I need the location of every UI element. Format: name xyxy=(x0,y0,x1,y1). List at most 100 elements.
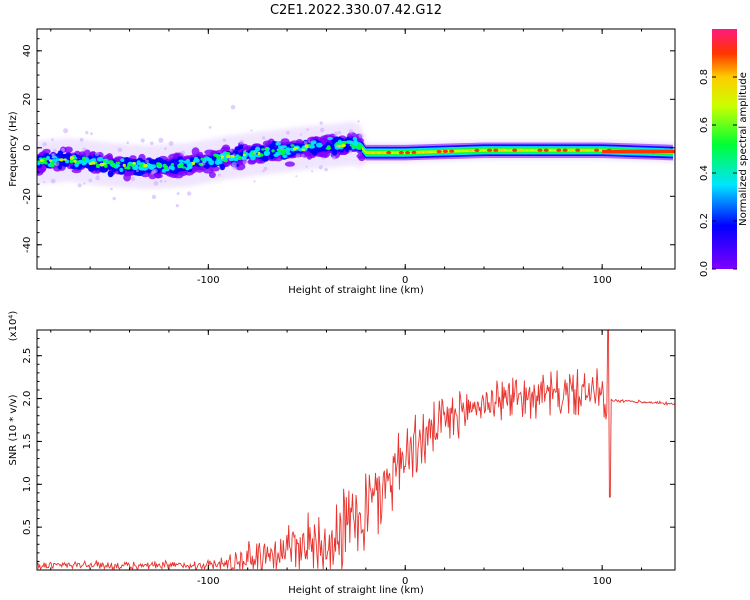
spectrogram-speckle xyxy=(175,204,179,208)
spectrogram-blob xyxy=(170,165,175,171)
spectrogram-speckle xyxy=(130,176,136,182)
spectrogram-y-tick-label: 0 xyxy=(22,145,33,151)
spectrogram-speckle xyxy=(231,161,237,167)
spectrogram-speckle xyxy=(305,165,308,168)
spectrogram-speckle xyxy=(117,147,123,153)
spectrogram-speckle xyxy=(295,153,301,159)
spectrogram-blob xyxy=(88,164,97,169)
spectrogram-speckle xyxy=(53,148,57,153)
spectrogram-speckle xyxy=(229,148,233,152)
spectrogram-blob xyxy=(280,138,290,144)
spectrogram-blob xyxy=(170,163,175,166)
spectrogram-peak xyxy=(493,148,499,152)
spectrogram-blob xyxy=(73,159,77,163)
figure-title: C2E1.2022.330.07.42.G12 xyxy=(270,3,442,18)
spectrogram-blob xyxy=(223,158,228,163)
spectrogram-speckle xyxy=(79,137,84,142)
spectrogram-speckle xyxy=(357,120,360,123)
spectrogram-blob xyxy=(198,162,202,166)
spectrogram-speckle xyxy=(61,148,65,152)
spectrogram-blob xyxy=(126,165,131,170)
spectrogram-speckle xyxy=(150,141,154,146)
spectrogram-blob xyxy=(40,159,45,162)
colorbar-gradient xyxy=(712,29,737,269)
spectrogram-speckle xyxy=(311,170,314,173)
spectrogram-blob xyxy=(247,159,257,165)
spectrogram-blob xyxy=(177,156,183,161)
spectrogram-speckle xyxy=(230,104,236,110)
spectrogram-blob xyxy=(95,163,100,169)
spectrogram-peak xyxy=(398,151,404,155)
spectrogram-blob xyxy=(142,163,148,168)
spectrogram-blob xyxy=(81,156,87,161)
snr-x-axis-label: Height of straight line (km) xyxy=(288,585,424,596)
spectrogram-blob xyxy=(242,153,246,157)
colorbar-tick-label: 0.0 xyxy=(699,261,710,277)
spectrogram-speckle xyxy=(153,180,159,186)
spectrogram-blob xyxy=(83,149,91,157)
spectrogram-blob xyxy=(230,154,235,158)
snr-y-tick-label: 2.0 xyxy=(22,391,33,407)
spectrogram-peak xyxy=(518,148,524,152)
spectrogram-plot: -100 0 100 -40 -20 0 20 40 Height of straight l… xyxy=(8,28,676,296)
spectrogram-blob xyxy=(341,140,348,145)
spectrogram-peak xyxy=(486,148,493,152)
snr-axes: -100 0 100 0.5 1.0 1.5 2.0 2.5 xyxy=(22,330,675,587)
snr-y-tick-label: 1.5 xyxy=(22,433,33,449)
spectrogram-blob xyxy=(69,159,74,164)
spectrogram-blob xyxy=(352,136,358,141)
spectrogram-speckle xyxy=(110,187,113,191)
spectrogram-peak-tail xyxy=(602,149,675,154)
spectrogram-speckle xyxy=(358,133,364,139)
spectrogram-speckle xyxy=(187,191,192,196)
spectrogram-blob xyxy=(103,164,108,168)
snr-marks xyxy=(37,330,675,570)
spectrogram-blob xyxy=(208,159,215,166)
snr-y-tick-label: 1.0 xyxy=(22,476,33,492)
spectrogram-blob xyxy=(282,154,288,159)
spectrogram-blob xyxy=(318,146,323,151)
spectrogram-blob xyxy=(214,159,221,165)
spectrogram-speckle xyxy=(222,138,226,142)
spectrogram-blob xyxy=(264,153,270,156)
spectrogram-speckle xyxy=(82,147,87,152)
spectrogram-blob xyxy=(63,158,67,161)
spectrogram-speckle xyxy=(295,175,298,178)
spectrogram-speckle xyxy=(140,138,145,143)
spectrogram-peak xyxy=(512,148,518,152)
spectrogram-speckle xyxy=(37,193,41,197)
spectrogram-blob xyxy=(273,156,283,162)
spectrogram-speckle xyxy=(51,153,55,157)
spectrogram-speckle xyxy=(263,166,268,171)
spectrogram-speckle xyxy=(334,131,338,136)
spectrogram-blob xyxy=(255,146,261,152)
spectrogram-blob xyxy=(107,170,114,178)
spectrogram-speckle xyxy=(239,139,244,145)
spectrogram-blob xyxy=(132,161,136,165)
spectrogram-blob xyxy=(157,163,162,168)
spectrogram-speckle xyxy=(233,153,236,156)
spectrogram-speckle xyxy=(168,167,171,170)
spectrogram-speckle xyxy=(150,170,155,175)
spectrogram-speckle xyxy=(151,194,157,200)
spectrogram-blob xyxy=(186,158,191,163)
spectrogram-x-axis-label: Height of straight line (km) xyxy=(288,285,424,296)
spectrogram-blob xyxy=(261,148,265,151)
spectrogram-blob xyxy=(180,163,184,166)
spectrogram-peak xyxy=(562,148,568,152)
spectrogram-peak xyxy=(468,149,474,153)
spectrogram-blob xyxy=(161,168,167,173)
snr-series-line xyxy=(37,330,675,570)
spectrogram-peak xyxy=(575,148,581,152)
spectrogram-blob xyxy=(310,140,315,146)
colorbar-label: Normalized spectral amplitude xyxy=(738,72,749,226)
spectrogram-blob xyxy=(277,148,282,152)
colorbar-ticks: 0.0 0.2 0.4 0.6 0.8 xyxy=(699,69,737,277)
spectrogram-speckle xyxy=(164,180,167,183)
spectrogram-blob xyxy=(264,147,269,151)
snr-y-axis-label: SNR (10 * v/v) xyxy=(8,394,19,465)
spectrogram-speckle xyxy=(321,156,325,160)
spectrogram-peak xyxy=(423,150,430,154)
spectrogram-speckle xyxy=(244,149,247,152)
spectrogram-blob xyxy=(327,136,333,141)
